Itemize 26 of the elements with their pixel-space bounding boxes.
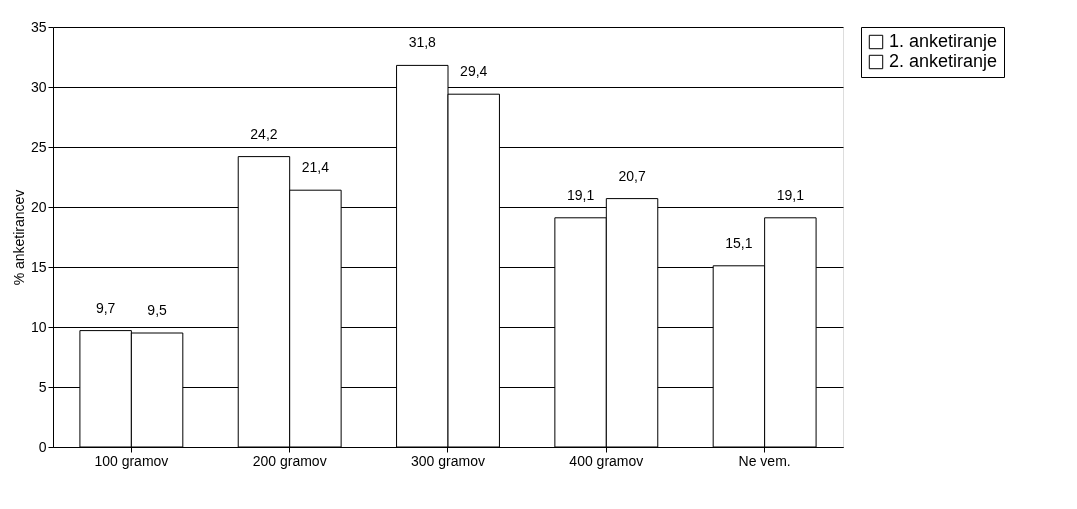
data-label: 19,1: [776, 186, 805, 203]
x-tick-label: 100 gramov: [94, 452, 169, 469]
y-tick-label: 20: [30, 198, 47, 215]
legend-label: 1. anketiranje: [889, 31, 998, 51]
y-tick-label: 0: [38, 438, 47, 455]
data-label: 9,5: [147, 302, 168, 318]
y-tick-label: 10: [30, 318, 47, 335]
y-tick-label: 25: [30, 138, 47, 155]
x-tick-label: 400 gramov: [569, 452, 644, 469]
x-tick-label: 300 gramov: [411, 452, 485, 469]
data-label: 29,4: [460, 63, 488, 80]
y-tick-label: 15: [30, 258, 47, 275]
data-label: 15,1: [725, 234, 753, 251]
data-label: 24,2: [250, 125, 278, 142]
data-label: 9,7: [95, 299, 116, 316]
legend-label: 2. anketiranje: [889, 51, 998, 71]
x-tick-label: 200 gramov: [252, 452, 327, 469]
y-tick-label: 5: [38, 378, 47, 395]
data-label: 19,1: [566, 186, 595, 203]
data-label: 20,7: [618, 167, 646, 184]
y-tick-label: 35: [30, 18, 47, 35]
y-axis-title: % anketirancev: [10, 189, 27, 286]
x-tick-label: Ne vem.: [738, 452, 791, 469]
y-tick-label: 30: [30, 78, 47, 95]
data-label: 21,4: [301, 159, 330, 176]
data-label: 31,8: [408, 34, 437, 51]
